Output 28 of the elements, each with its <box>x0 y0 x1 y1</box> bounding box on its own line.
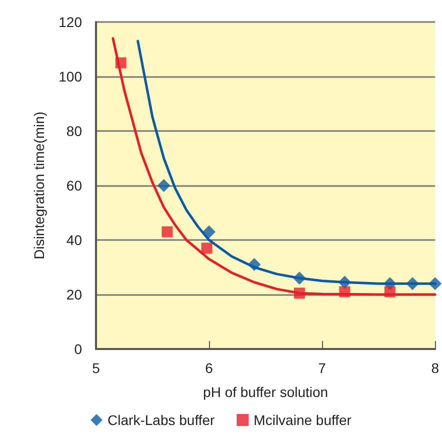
point <box>384 286 396 298</box>
y-tick-label: 0 <box>74 341 82 357</box>
point <box>292 272 306 285</box>
point <box>201 242 212 254</box>
y-tick-label: 100 <box>58 68 82 84</box>
point <box>428 277 442 290</box>
point <box>294 288 305 299</box>
legend-label: Mcilvaine buffer <box>254 412 352 428</box>
y-tick-label: 80 <box>66 123 82 139</box>
point <box>406 277 419 290</box>
point <box>162 226 173 238</box>
y-tick-label: 40 <box>66 232 82 248</box>
y-tick-label: 120 <box>58 14 82 30</box>
point <box>157 179 170 192</box>
x-axis-title: pH of buffer solution <box>203 384 328 400</box>
y-axis-title: Disintegration time(min) <box>31 112 47 260</box>
legend-label: Clark-Labs buffer <box>108 412 216 428</box>
y-tick-label: 20 <box>66 286 82 302</box>
point <box>115 57 126 68</box>
point <box>248 258 261 272</box>
x-tick-label: 8 <box>431 360 440 376</box>
point <box>202 225 216 238</box>
x-tick-label: 7 <box>318 360 326 376</box>
point <box>338 276 352 289</box>
x-tick-label: 6 <box>205 360 214 376</box>
y-tick-label: 60 <box>66 178 82 194</box>
x-tick-label: 5 <box>92 360 100 376</box>
point <box>339 286 350 298</box>
